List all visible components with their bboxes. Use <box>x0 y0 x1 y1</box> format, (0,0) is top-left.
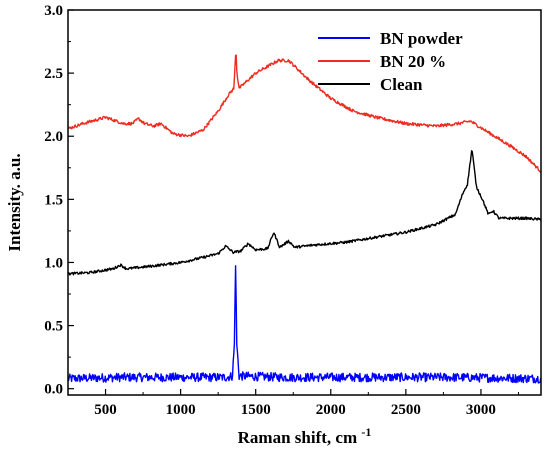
x-tick-label: 3000 <box>466 402 496 418</box>
legend-label: BN powder <box>380 29 463 48</box>
series-line-bn-powder <box>68 265 541 384</box>
y-tick-label: 3.0 <box>44 3 63 19</box>
x-axis-label-superscript: -1 <box>361 425 371 439</box>
ticks-layer: 500 1000 1500 2000 2500 3000 0.0 0.5 1.0 1.5 2.0 2.… <box>44 3 519 418</box>
y-axis-label: Intensity. a.u. <box>5 153 24 251</box>
legend-label: Clean <box>380 75 423 94</box>
x-tick-label: 500 <box>94 402 117 418</box>
plot-frame <box>67 9 542 396</box>
y-tick-label: 2.5 <box>44 66 63 82</box>
x-axis-label-text: Raman shift, cm <box>238 428 357 447</box>
y-tick-label: 0.0 <box>44 382 63 398</box>
series-line-bn-20 <box>68 54 541 173</box>
series-line-clean <box>68 150 541 276</box>
x-axis-label: Raman shift, cm -1 <box>238 425 372 447</box>
x-tick-label: 1500 <box>241 402 271 418</box>
series-layer <box>68 54 541 384</box>
legend-label: BN 20 % <box>380 52 446 71</box>
y-tick-label: 0.5 <box>44 319 63 335</box>
y-tick-label: 1.5 <box>44 192 63 208</box>
y-tick-label: 2.0 <box>44 129 63 145</box>
x-tick-label: 1000 <box>166 402 196 418</box>
x-tick-label: 2500 <box>391 402 421 418</box>
legend: BN powder BN 20 % Clean <box>318 29 463 94</box>
y-tick-label: 1.0 <box>44 255 63 271</box>
x-tick-label: 2000 <box>316 402 346 418</box>
